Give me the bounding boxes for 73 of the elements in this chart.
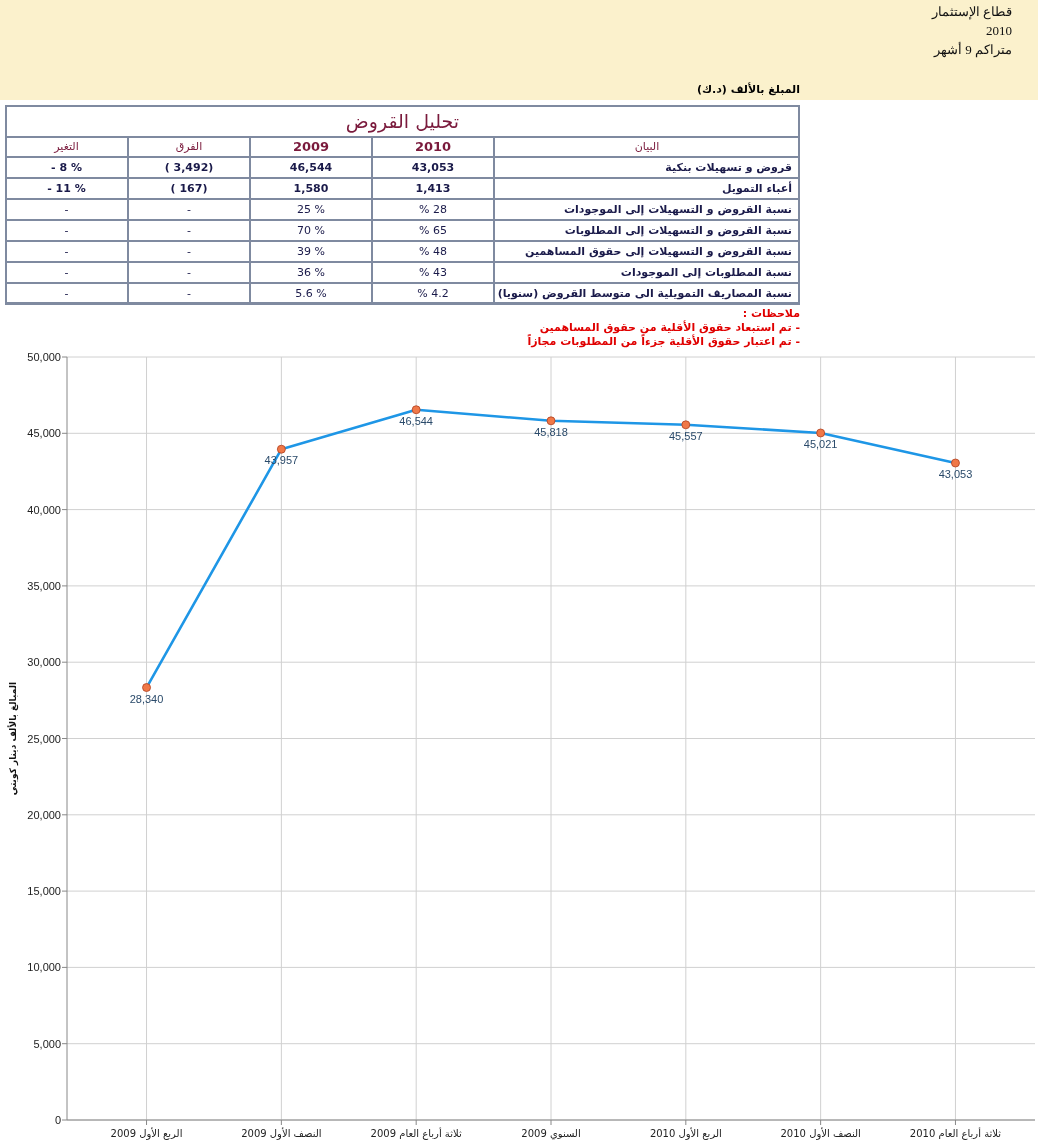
text: 46,544 [288,160,334,174]
text: - [186,202,192,216]
x-tick-label: النصف الأول 2009 [241,1127,322,1140]
text: 36 % [296,265,326,279]
text: - 8 % [50,160,83,174]
text: % 65 [418,223,448,237]
text: - تم استبعاد حقوق الأقلية من حقوق المساهمين [539,321,800,334]
text: - تم اعتبار حقوق الأقلية جزءاً من المطلوبات مجازاً [527,335,800,348]
text: أعباء التمويل [722,181,792,195]
y-tick-label: 30,000 [27,656,61,669]
text: الفرق [174,140,204,153]
data-label: 45,557 [668,429,703,442]
y-tick-label: 40,000 [27,503,61,516]
text: - 11 % [46,181,87,195]
data-label: 28,340 [129,692,164,705]
text: 1,580 [292,181,330,195]
x-tick-label: ثلاثة أرباع العام 2009 [370,1127,462,1140]
data-label: 45,021 [803,437,838,450]
text: ( 167) [169,181,209,195]
y-axis-title: المبالغ بالألف دينار كويتي [7,681,19,796]
text: - [63,223,70,237]
text: % 28 [418,202,448,216]
data-label: 43,053 [938,468,973,481]
y-tick-label: 50,000 [27,351,61,363]
text: 39 % [296,244,326,258]
text: 2010 [986,23,1012,38]
text: 70 % [296,223,326,237]
y-tick-label: 5,000 [33,1037,61,1050]
y-tick-label: 10,000 [27,961,61,974]
text: - [186,265,192,279]
y-tick-label: 0 [54,1114,61,1126]
text: % 4.2 [416,286,450,300]
text: تحليل القروض [344,110,461,132]
text: المبلغ بالألف (د.ك) [696,83,800,96]
text: 1,413 [414,181,452,195]
text: قروض و تسهيلات بنكية [665,160,792,174]
text: 2010 [413,139,453,154]
x-tick-label: الربع الأول 2010 [649,1127,722,1140]
text: ملاحظات : [742,307,800,320]
text: متراكم 9 أشهر [934,42,1012,57]
text: 43,053 [410,160,456,174]
text: نسبة القروض و التسهيلات إلى المطلوبات [564,223,792,237]
text: التغير [52,140,80,153]
text: ( 3,492) [163,160,215,174]
text: نسبة القروض و التسهيلات إلى حقوق المساهمين [525,244,792,258]
text: 5.6 % [294,286,328,300]
text: - [63,244,70,258]
text: نسبة القروض و التسهيلات إلى الموجودات [563,202,792,216]
text: - [63,286,70,300]
x-tick-label: النصف الأول 2010 [780,1127,861,1140]
text: نسبة المطلوبات إلى الموجودات [620,265,792,279]
text: نسبة المصاريف التمويلية الى متوسط القروض (سنويا) [497,286,792,300]
text: % 43 [418,265,448,279]
text: % 48 [418,244,448,258]
y-tick-label: 25,000 [27,732,61,745]
text: البيان [633,140,661,153]
text: - [186,286,192,300]
y-tick-label: 15,000 [27,885,61,898]
data-label: 46,544 [399,414,434,427]
x-tick-label: السنوي 2009 [521,1128,581,1140]
x-tick-label: ثلاثة أرباع العام 2010 [909,1127,1002,1140]
text: - [63,265,70,279]
x-tick-label: الربع الأول 2009 [110,1127,183,1140]
text: - [186,223,192,237]
data-label: 45,818 [534,425,568,438]
y-tick-label: 35,000 [27,579,61,592]
text: - [186,244,192,258]
text: قطاع الإستثمار [931,4,1012,19]
text: 25 % [296,202,326,216]
text: - [63,202,70,216]
y-tick-label: 45,000 [27,427,61,440]
text: 2009 [291,139,331,154]
y-tick-label: 20,000 [27,808,61,821]
